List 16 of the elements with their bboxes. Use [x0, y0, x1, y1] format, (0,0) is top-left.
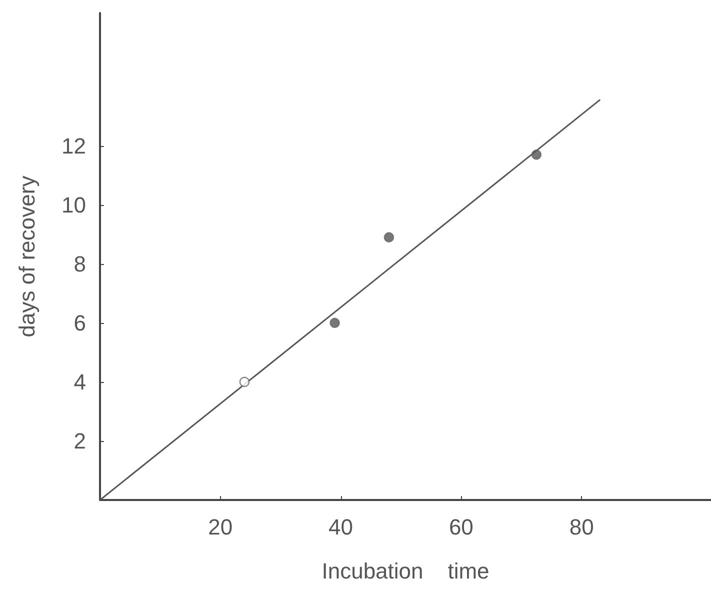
point	[531, 150, 542, 160]
x-tick-label: 80	[569, 514, 594, 540]
point	[239, 376, 250, 388]
y-axis-title: days of recovery	[14, 176, 40, 338]
y-tick-label: 6	[74, 310, 86, 336]
point	[384, 232, 394, 242]
y-tick-label: 8	[74, 251, 86, 276]
x-tick-label: 40	[328, 514, 354, 540]
x-tick-label: 20	[208, 514, 233, 540]
x-tick-label: 60	[448, 514, 474, 540]
y-tick-label: 12	[62, 133, 86, 158]
y-tick-label: 4	[74, 369, 86, 394]
y-tick-label: 2	[74, 428, 86, 454]
y-tick-label: 10	[62, 192, 86, 218]
point	[330, 318, 340, 328]
x-axis-title: Incubation time	[322, 558, 490, 584]
